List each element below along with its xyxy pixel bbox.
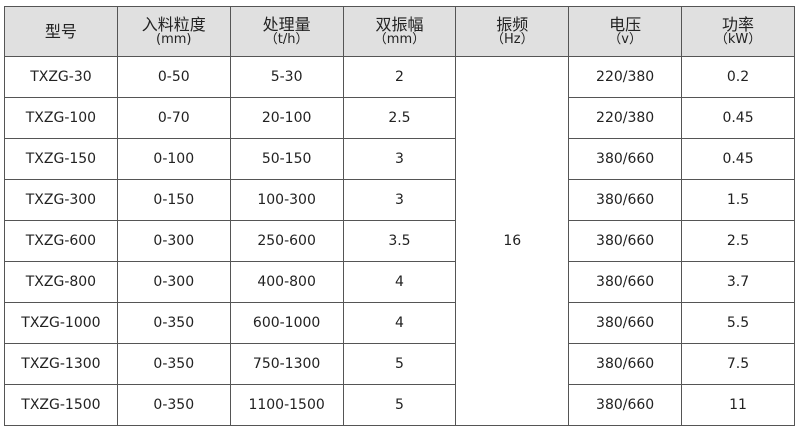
frequency-cell: 16	[455, 56, 570, 426]
capacity-cell: 100-300	[229, 179, 344, 221]
power-cell: 2.5	[681, 220, 795, 262]
column-header: 处理量 （t/h）	[229, 6, 344, 57]
capacity-cell: 1100-1500	[229, 384, 344, 426]
voltage-cell: 220/380	[568, 56, 683, 98]
feed-cell: 0-350	[116, 302, 231, 344]
voltage-cell: 380/660	[568, 138, 683, 180]
model-cell: TXZG-1300	[4, 343, 118, 385]
feed-cell: 0-70	[116, 97, 231, 139]
amplitude-cell: 2	[342, 56, 457, 98]
table-row: TXZG-30 0-50 5-30 2 16 220/380 0.2	[4, 56, 795, 426]
feed-cell: 0-50	[116, 56, 231, 98]
column-header: 电压 （v）	[568, 6, 683, 57]
header-label: 双振幅	[375, 15, 424, 34]
power-cell: 7.5	[681, 343, 795, 385]
model-cell: TXZG-600	[4, 220, 118, 262]
column-header: 型号	[4, 6, 118, 57]
capacity-cell: 5-30	[229, 56, 344, 98]
amplitude-cell: 4	[342, 302, 457, 344]
voltage-cell: 380/660	[568, 179, 683, 221]
amplitude-cell: 4	[342, 261, 457, 303]
header-unit: （mm）	[373, 32, 426, 47]
table-row: TXZG-100 0-70 20-100 2.5 220/380 0.45	[4, 97, 795, 139]
header-unit: （t/h）	[264, 32, 309, 47]
power-cell: 1.5	[681, 179, 795, 221]
capacity-cell: 750-1300	[229, 343, 344, 385]
model-cell: TXZG-1500	[4, 384, 118, 426]
column-header: 双振幅 （mm）	[342, 6, 457, 57]
power-cell: 0.45	[681, 97, 795, 139]
feed-cell: 0-150	[116, 179, 231, 221]
capacity-cell: 50-150	[229, 138, 344, 180]
model-cell: TXZG-150	[4, 138, 118, 180]
feed-cell: 0-100	[116, 138, 231, 180]
header-label: 入料粒度	[141, 15, 206, 34]
amplitude-cell: 3	[342, 138, 457, 180]
table-row: TXZG-150 0-100 50-150 3 380/660 0.45	[4, 138, 795, 180]
amplitude-cell: 3.5	[342, 220, 457, 262]
amplitude-cell: 5	[342, 343, 457, 385]
capacity-cell: 600-1000	[229, 302, 344, 344]
voltage-cell: 380/660	[568, 384, 683, 426]
voltage-cell: 380/660	[568, 220, 683, 262]
table-row: TXZG-300 0-150 100-300 3 380/660 1.5	[4, 179, 795, 221]
model-cell: TXZG-100	[4, 97, 118, 139]
table-row: TXZG-800 0-300 400-800 4 380/660 3.7	[4, 261, 795, 303]
feed-cell: 0-350	[116, 343, 231, 385]
model-cell: TXZG-800	[4, 261, 118, 303]
voltage-cell: 380/660	[568, 302, 683, 344]
header-label: 处理量	[262, 15, 311, 34]
voltage-cell: 220/380	[568, 97, 683, 139]
header-label: 振频	[496, 15, 529, 34]
model-cell: TXZG-1000	[4, 302, 118, 344]
feed-cell: 0-350	[116, 384, 231, 426]
power-cell: 0.45	[681, 138, 795, 180]
column-header: 振频 （Hz）	[455, 6, 570, 57]
capacity-cell: 250-600	[229, 220, 344, 262]
power-cell: 11	[681, 384, 795, 426]
table-row: TXZG-600 0-300 250-600 3.5 380/660 2.5	[4, 220, 795, 262]
column-header: 入料粒度 (mm)	[116, 6, 231, 57]
voltage-cell: 380/660	[568, 261, 683, 303]
spec-table: 型号 入料粒度 (mm) 处理量 （t/h） 双振幅 （mm） 振频 （Hz） 电压 （v） 功率 （k…	[4, 6, 795, 426]
header-label: 电压	[609, 15, 642, 34]
amplitude-cell: 3	[342, 179, 457, 221]
feed-cell: 0-300	[116, 220, 231, 262]
amplitude-cell: 5	[342, 384, 457, 426]
table-row: TXZG-1500 0-350 1100-1500 5 380/660 11	[4, 384, 795, 426]
feed-cell: 0-300	[116, 261, 231, 303]
capacity-cell: 20-100	[229, 97, 344, 139]
power-cell: 0.2	[681, 56, 795, 98]
header-unit: （v）	[608, 32, 642, 47]
model-cell: TXZG-30	[4, 56, 118, 98]
header-unit: (mm)	[156, 32, 192, 47]
header-unit: （Hz）	[490, 32, 534, 47]
capacity-cell: 400-800	[229, 261, 344, 303]
amplitude-cell: 2.5	[342, 97, 457, 139]
header-unit: （kW）	[714, 32, 762, 47]
voltage-cell: 380/660	[568, 343, 683, 385]
column-header: 功率 （kW）	[681, 6, 795, 57]
header-row: 型号 入料粒度 (mm) 处理量 （t/h） 双振幅 （mm） 振频 （Hz） 电压 （v） 功率 （k…	[4, 6, 795, 57]
power-cell: 3.7	[681, 261, 795, 303]
model-cell: TXZG-300	[4, 179, 118, 221]
header-label: 型号	[44, 22, 77, 41]
header-label: 功率	[722, 15, 755, 34]
power-cell: 5.5	[681, 302, 795, 344]
table-row: TXZG-1000 0-350 600-1000 4 380/660 5.5	[4, 302, 795, 344]
table-row: TXZG-1300 0-350 750-1300 5 380/660 7.5	[4, 343, 795, 385]
